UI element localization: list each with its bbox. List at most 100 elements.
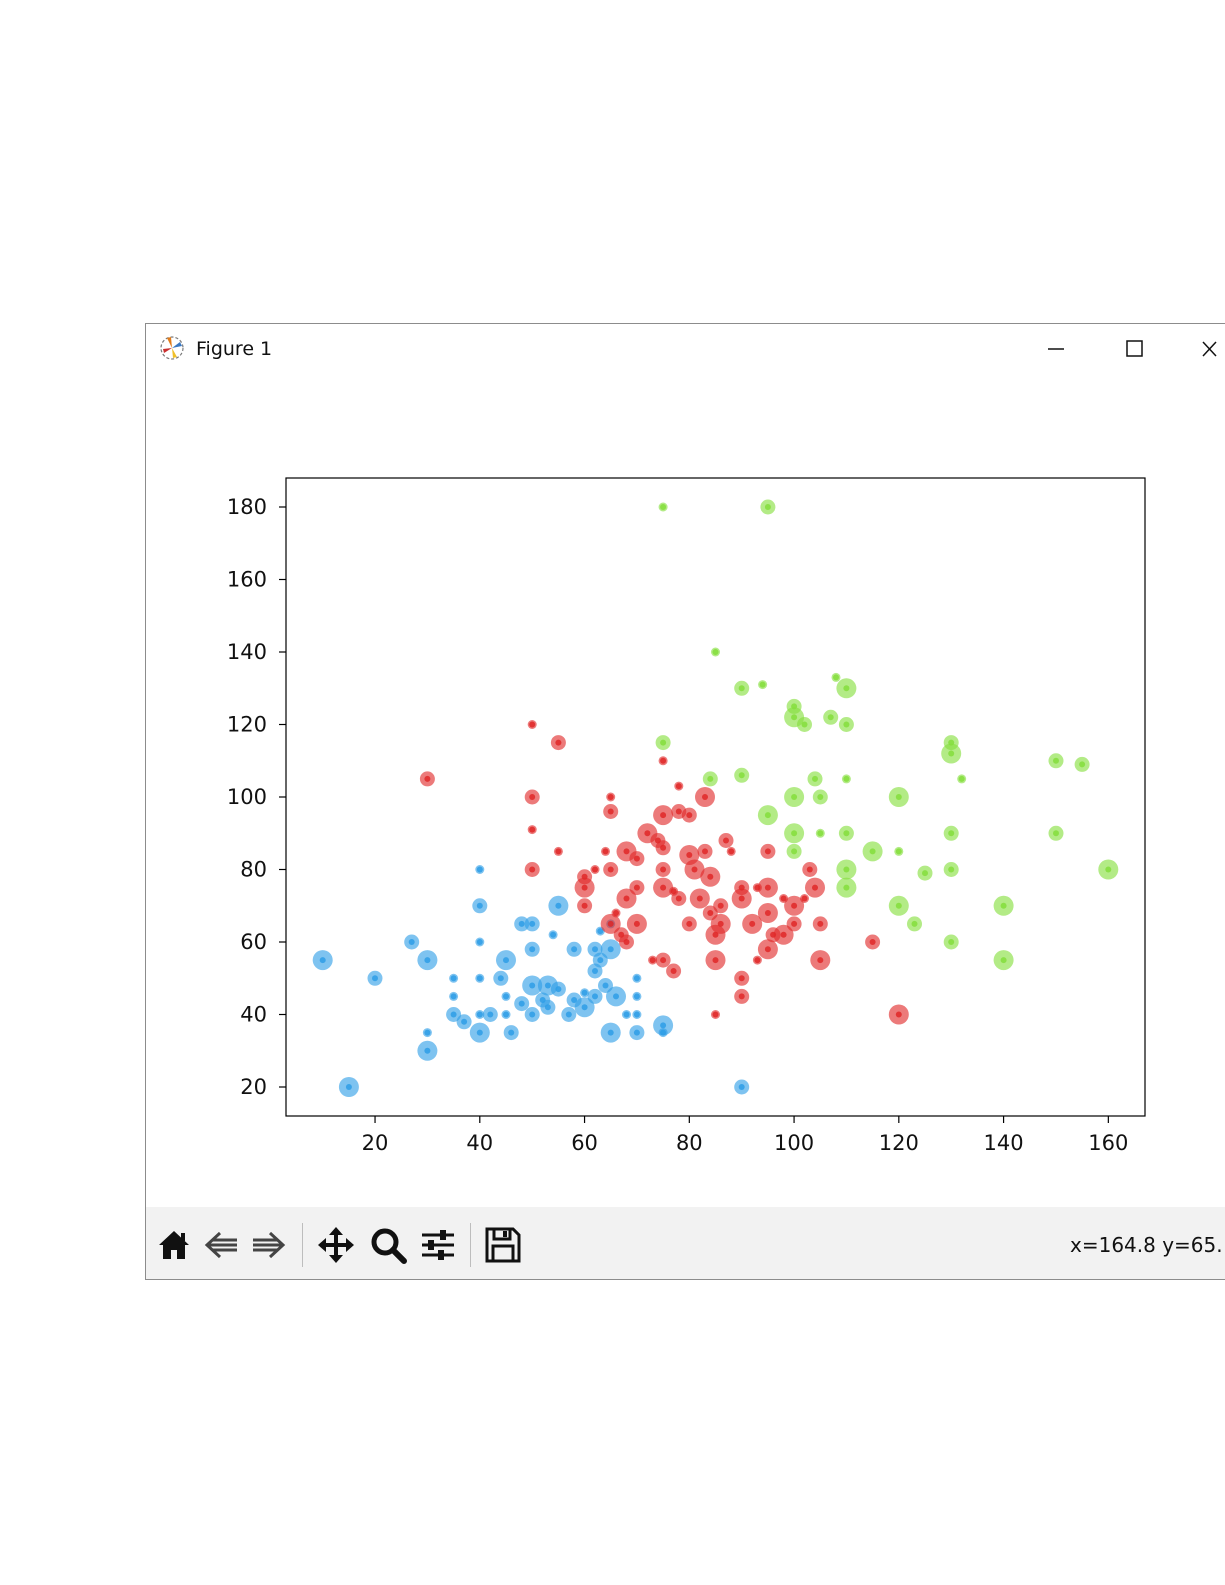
maximize-icon bbox=[1126, 340, 1143, 357]
scatter-point-core bbox=[749, 920, 756, 927]
save-button[interactable] bbox=[483, 1225, 523, 1265]
title-bar[interactable]: Figure 1 bbox=[146, 324, 1225, 374]
scatter-point-core bbox=[529, 866, 536, 873]
back-button[interactable] bbox=[202, 1225, 242, 1265]
scatter-point-core bbox=[843, 685, 850, 692]
points-layer bbox=[312, 499, 1119, 1097]
scatter-point-core bbox=[948, 939, 955, 945]
scatter-point-core bbox=[948, 866, 955, 873]
scatter-point-core bbox=[728, 848, 735, 855]
scatter-point-core bbox=[675, 808, 682, 815]
scatter-point-core bbox=[707, 910, 714, 916]
scatter-point-core bbox=[581, 902, 588, 909]
scatter-point-core bbox=[1000, 957, 1007, 964]
scatter-point-core bbox=[723, 837, 729, 844]
scatter-point-core bbox=[607, 920, 614, 927]
navigation-toolbar: x=164.8 y=65. bbox=[146, 1207, 1225, 1279]
scatter-point-core bbox=[644, 830, 651, 837]
x-tick-label: 160 bbox=[1088, 1131, 1128, 1155]
scatter-point-core bbox=[408, 939, 415, 945]
scatter-point-core bbox=[607, 794, 614, 800]
scatter-point-core bbox=[476, 1011, 483, 1018]
x-tick-label: 40 bbox=[466, 1131, 493, 1155]
scatter-point-core bbox=[686, 852, 693, 858]
scatter-point-core bbox=[817, 957, 824, 964]
scatter-point-core bbox=[686, 920, 693, 927]
scatter-point-core bbox=[738, 993, 745, 1000]
scatter-point-core bbox=[633, 855, 640, 862]
y-tick-label: 160 bbox=[227, 568, 267, 592]
minimize-button[interactable] bbox=[1039, 332, 1073, 366]
scatter-point-core bbox=[529, 946, 536, 953]
scatter-point-core bbox=[633, 1011, 640, 1018]
scatter-point-core bbox=[592, 946, 598, 953]
maximize-button[interactable] bbox=[1117, 332, 1151, 366]
scatter-point-core bbox=[633, 993, 640, 1000]
scatter-point-core bbox=[450, 993, 457, 1000]
close-icon bbox=[1202, 341, 1217, 357]
scatter-point-core bbox=[476, 1029, 483, 1036]
scatter-point-core bbox=[1053, 830, 1059, 837]
scatter-point-core bbox=[817, 794, 824, 800]
scatter-point-core bbox=[592, 968, 598, 974]
scatter-point-core bbox=[780, 895, 787, 902]
scatter-point-core bbox=[623, 848, 630, 855]
scatter-point-core bbox=[529, 1011, 536, 1018]
pan-button[interactable] bbox=[316, 1225, 356, 1265]
scatter-point-core bbox=[696, 895, 703, 902]
scatter-point-core bbox=[633, 920, 640, 927]
scatter-point-core bbox=[581, 1004, 588, 1011]
scatter-point-core bbox=[843, 775, 850, 782]
scatter-point-core bbox=[503, 993, 509, 1000]
scatter-point-core bbox=[1053, 757, 1059, 764]
scatter-point-core bbox=[764, 946, 771, 953]
scatter-point-core bbox=[843, 830, 850, 837]
scatter-point-core bbox=[613, 993, 619, 1000]
scatter-point-core bbox=[602, 982, 609, 989]
minimize-icon bbox=[1048, 348, 1064, 350]
figure-canvas[interactable]: 20 40 60 80 100 120 140 160 20 40 60 80 100 120 140 16… bbox=[146, 374, 1225, 1207]
scatter-point-core bbox=[702, 848, 708, 855]
scatter-point-core bbox=[660, 844, 667, 851]
scatter-point-core bbox=[806, 866, 813, 873]
x-axis: 20 40 60 80 100 120 140 160 bbox=[362, 1116, 1128, 1155]
scatter-point-core bbox=[571, 946, 578, 953]
scatter-point-core bbox=[712, 649, 719, 655]
scatter-point-core bbox=[571, 997, 578, 1003]
scatter-point-core bbox=[691, 866, 698, 873]
scatter-point-core bbox=[1105, 866, 1112, 873]
scatter-point-core bbox=[476, 866, 483, 873]
forward-button[interactable] bbox=[248, 1225, 288, 1265]
scatter-point-core bbox=[764, 884, 771, 891]
home-button[interactable] bbox=[154, 1225, 194, 1265]
scatter-point-core bbox=[649, 957, 656, 964]
scatter-point-core bbox=[1000, 902, 1007, 909]
scatter-point-core bbox=[607, 808, 614, 815]
y-tick-label: 120 bbox=[227, 713, 267, 737]
scatter-point-core bbox=[476, 975, 483, 982]
home-icon bbox=[159, 1231, 189, 1259]
scatter-point-core bbox=[869, 939, 876, 945]
zoom-button[interactable] bbox=[368, 1225, 408, 1265]
forward-arrow-icon bbox=[253, 1231, 286, 1259]
y-tick-label: 40 bbox=[240, 1003, 267, 1027]
scatter-point-core bbox=[660, 504, 667, 510]
scatter-point-core bbox=[712, 1011, 719, 1018]
close-button[interactable] bbox=[1192, 332, 1225, 366]
cursor-coordinates: x=164.8 y=65. bbox=[1070, 1233, 1223, 1257]
scatter-point-core bbox=[476, 939, 483, 945]
scatter-point-core bbox=[812, 884, 818, 891]
scatter-point-core bbox=[754, 957, 761, 964]
scatter-point-core bbox=[780, 931, 787, 938]
scatter-point-core bbox=[791, 794, 798, 800]
figure-window: Figure 1 20 40 60 80 100 120 140 160 20 40 60 80 10… bbox=[145, 323, 1225, 1280]
scatter-point-core bbox=[487, 1011, 494, 1018]
scatter-point-core bbox=[764, 504, 771, 510]
scatter-point-core bbox=[911, 920, 918, 927]
scatter-point-core bbox=[712, 957, 719, 964]
y-tick-label: 80 bbox=[240, 858, 267, 882]
scatter-point-core bbox=[602, 848, 609, 855]
scatter-point-core bbox=[702, 794, 708, 800]
configure-subplots-button[interactable] bbox=[418, 1225, 458, 1265]
scatter-point-core bbox=[607, 1029, 614, 1036]
